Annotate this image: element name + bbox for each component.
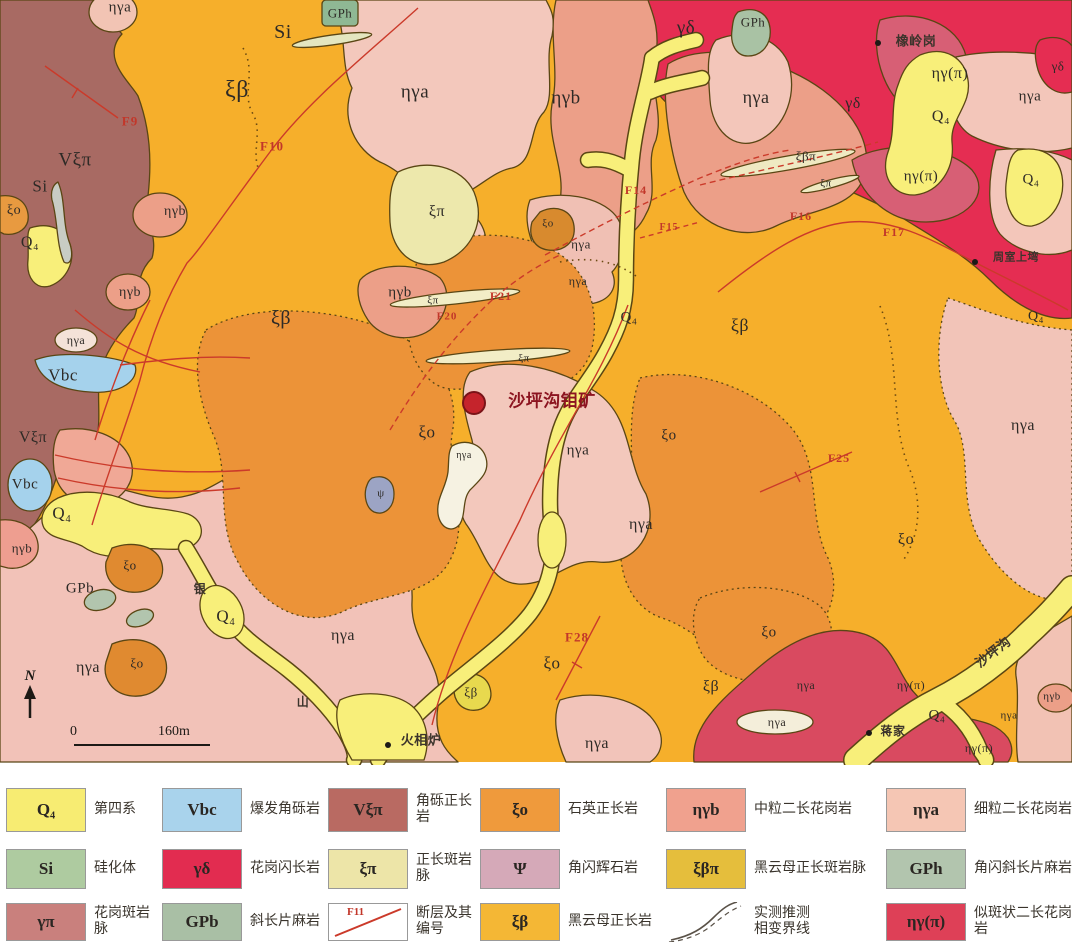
region-layer [0,0,1072,765]
legend-item: Q₄ 第四系 [6,782,162,838]
legend-item: Ψ 角闪辉石岩 [480,844,666,894]
legend-swatch: Vξπ [328,788,408,832]
legend-fault-symbol: F11 [328,903,408,941]
legend-swatch: GPh [886,849,966,889]
legend-fault-number: F11 [347,906,365,918]
legend-label: 黑云母正长岩 [568,913,652,929]
north-label: N [24,668,36,684]
legend-item: ηγ(π) 似斑状二长花岗岩 [886,898,1072,946]
legend-row: Si 硅化体 γδ 花岗闪长岩 ξπ 正长斑岩脉 Ψ 角闪辉石岩 ξβπ 黑云母正长斑岩脉 GPh 角… [6,844,1072,894]
legend-label: 角闪斜长片麻岩 [974,860,1072,876]
legend-item: ηγb 中粒二长花岗岩 [666,782,886,838]
phase-boundary-lines [242,47,919,563]
map-canvas [0,0,1072,765]
legend-label: 似斑状二长花岗岩 [974,905,1072,937]
legend-swatch: Q₄ [6,788,86,832]
legend-swatch: ξo [480,788,560,832]
legend-item: 实测推测 相变界线 [666,898,886,946]
legend-item: Vξπ 角砾正长岩 [328,782,480,838]
legend-label: 实测推测 相变界线 [754,905,810,937]
legend-item: Vbc 爆发角砾岩 [162,782,328,838]
legend: Q₄ 第四系 Vbc 爆发角砾岩 Vξπ 角砾正长岩 ξo 石英正长岩 ηγb 中粒二长花岗岩 ηγ… [0,772,1072,952]
legend-label: 第四系 [94,801,136,817]
legend-item: ξβπ 黑云母正长斑岩脉 [666,844,886,894]
legend-label: 硅化体 [94,860,136,876]
legend-label: 花岗闪长岩 [250,860,320,876]
legend-row: Q₄ 第四系 Vbc 爆发角砾岩 Vξπ 角砾正长岩 ξo 石英正长岩 ηγb 中粒二长花岗岩 ηγ… [6,782,1072,838]
legend-swatch: ξβ [480,903,560,941]
legend-item: ξπ 正长斑岩脉 [328,844,480,894]
legend-label: 黑云母正长斑岩脉 [754,860,866,876]
legend-swatch: Vbc [162,788,242,832]
legend-label: 中粒二长花岗岩 [754,801,852,817]
legend-label: 角闪辉石岩 [568,860,638,876]
legend-item: GPh 角闪斜长片麻岩 [886,844,1072,894]
legend-label: 爆发角砾岩 [250,801,320,817]
region-gph [321,0,359,27]
legend-swatch: γδ [162,849,242,889]
legend-item: ηγa 细粒二长花岗岩 [886,782,1072,838]
region-xio-east [620,373,835,661]
legend-swatch: GPb [162,903,242,941]
legend-label: 细粒二长花岗岩 [974,801,1072,817]
scale-distance: 160m [158,724,190,739]
region-xipi [389,164,479,266]
legend-item: F11 断层及其编号 [328,898,480,946]
legend-label: 斜长片麻岩 [250,913,320,929]
q4-channels [177,31,1072,765]
legend-row: γπ 花岗斑岩脉 GPb 斜长片麻岩 F11 断层及其编号 ξβ 黑云母正长岩 实测推测 相变界… [6,898,1072,946]
scale-bar-line [74,744,210,746]
legend-item: γδ 花岗闪长岩 [162,844,328,894]
region-q4 [884,50,970,196]
legend-item: ξo 石英正长岩 [480,782,666,838]
legend-item: γπ 花岗斑岩脉 [6,898,162,946]
region-xio-central [196,310,460,619]
legend-swatch: Ψ [480,849,560,889]
region-etagamma-a-n [329,0,554,199]
legend-swatch: ξβπ [666,849,746,889]
legend-swatch: ηγ(π) [886,903,966,941]
mine-marker-icon [462,391,486,415]
fault-layer [44,7,1069,726]
scale-zero: 0 [70,724,77,739]
legend-swatch: Si [6,849,86,889]
legend-swatch: ηγa [886,788,966,832]
legend-label: 角砾正长岩 [416,793,472,825]
region-vbc [34,353,137,394]
north-arrow-icon [24,685,36,718]
legend-label: 石英正长岩 [568,801,638,817]
legend-item: Si 硅化体 [6,844,162,894]
legend-label: 花岗斑岩脉 [94,905,150,937]
legend-label: 正长斑岩脉 [416,852,472,884]
legend-label: 断层及其编号 [416,905,472,937]
north-arrow: N [10,668,50,724]
legend-swatch: ξπ [328,849,408,889]
legend-item: ξβ 黑云母正长岩 [480,898,666,946]
legend-swatch: γπ [6,903,86,941]
legend-swatch: ηγb [666,788,746,832]
legend-boundary-symbol [666,902,746,942]
legend-item: GPb 斜长片麻岩 [162,898,328,946]
